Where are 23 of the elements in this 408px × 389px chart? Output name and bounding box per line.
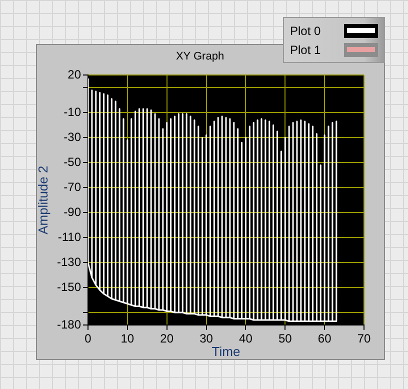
x-axis-title: Time bbox=[212, 344, 240, 359]
y-tick-label: 20 bbox=[68, 68, 82, 82]
x-tick-label: 70 bbox=[357, 332, 371, 346]
y-tick-label: -10 bbox=[64, 104, 82, 119]
y-tick-label: -150 bbox=[56, 280, 82, 294]
legend-label: Plot 1 bbox=[290, 42, 322, 56]
y-tick-label: -130 bbox=[56, 254, 82, 269]
x-tick-label: 0 bbox=[84, 332, 92, 346]
y-tick-label: -50 bbox=[64, 154, 82, 169]
y-axis-title: Amplitude 2 bbox=[35, 166, 50, 234]
legend-label: Plot 0 bbox=[290, 24, 322, 38]
y-tick-label: -30 bbox=[64, 130, 82, 144]
y-tick-label: -90 bbox=[64, 204, 82, 219]
x-tick-label: 60 bbox=[318, 332, 332, 346]
x-tick-label: 10 bbox=[120, 332, 134, 346]
y-tick-label: -110 bbox=[58, 230, 82, 244]
x-tick-label: 40 bbox=[239, 332, 253, 346]
x-tick-label: 50 bbox=[278, 332, 292, 346]
chart-title: XY Graph bbox=[176, 50, 224, 63]
x-tick-label: 30 bbox=[200, 332, 214, 346]
y-tick-label: -70 bbox=[64, 180, 82, 194]
y-tick-label: -180 bbox=[56, 317, 82, 332]
x-tick-label: 20 bbox=[160, 332, 174, 346]
